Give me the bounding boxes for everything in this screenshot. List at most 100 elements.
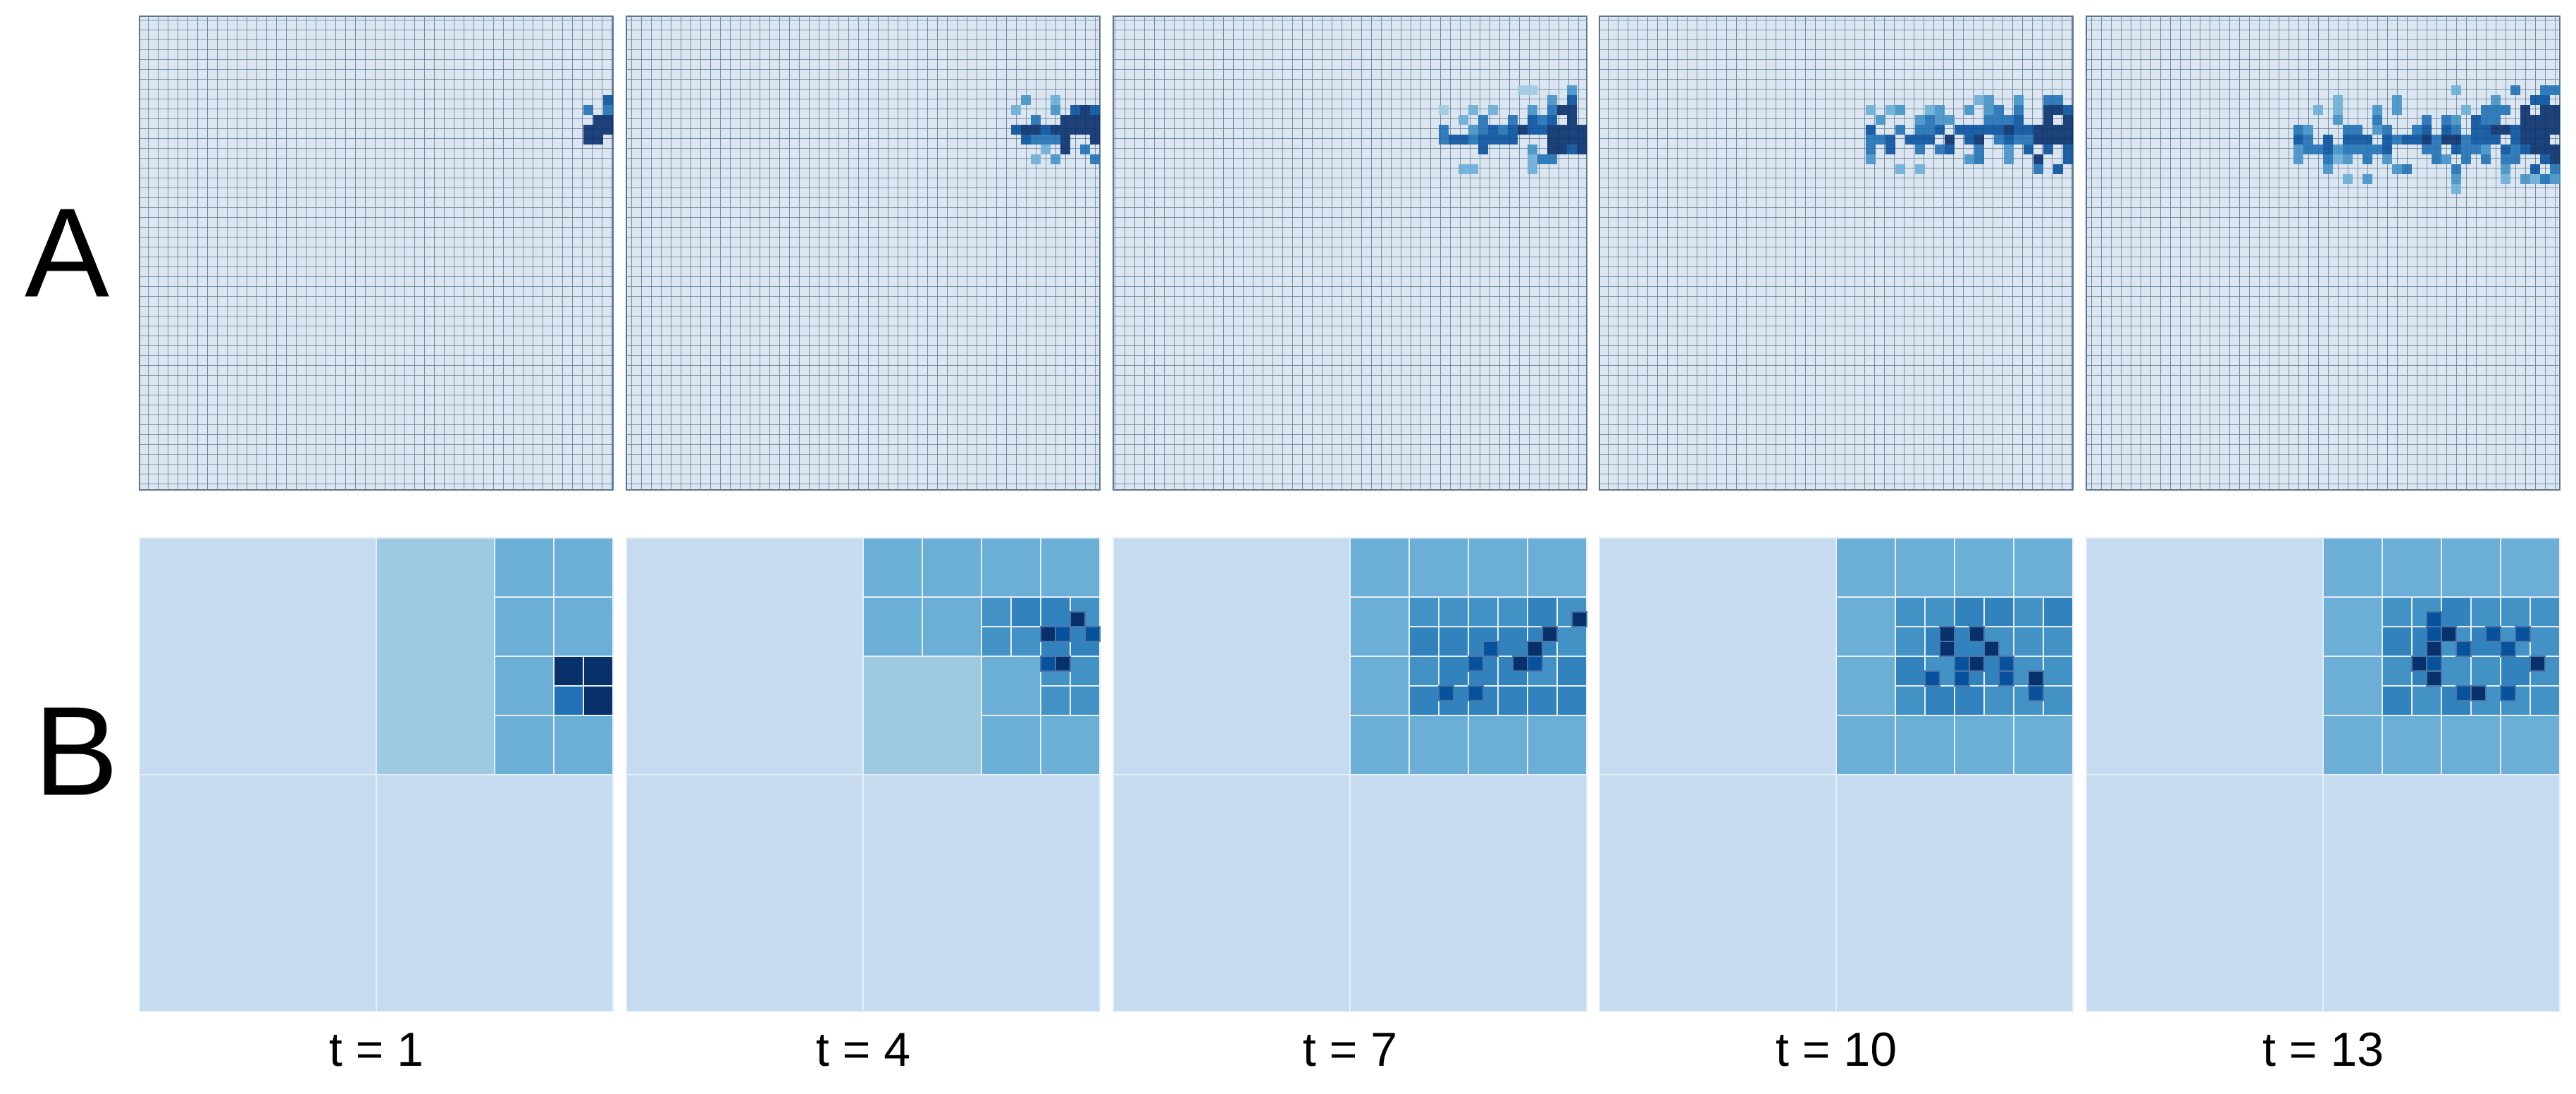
active-cell xyxy=(1984,95,1994,105)
mesh-cell xyxy=(1939,641,1955,657)
active-cell xyxy=(583,105,593,115)
active-cell xyxy=(2550,145,2560,154)
mesh-cell xyxy=(1408,685,1439,716)
mesh-cell xyxy=(2086,537,2324,775)
active-cell xyxy=(1866,154,1876,164)
mesh-cell xyxy=(1527,641,1543,657)
active-cell xyxy=(2530,115,2540,125)
mesh-cell xyxy=(2500,685,2516,701)
mesh-cell xyxy=(2426,611,2442,627)
active-cell xyxy=(2501,125,2510,135)
active-cell xyxy=(1935,145,1945,154)
mesh-cell xyxy=(1556,626,1587,657)
active-cell xyxy=(1567,95,1577,105)
active-cell xyxy=(1070,115,1080,125)
active-cell xyxy=(2392,95,2402,105)
active-cell xyxy=(2491,135,2501,145)
mesh-cell xyxy=(1895,715,1955,775)
active-cell xyxy=(1090,135,1100,145)
active-cell xyxy=(1070,125,1080,135)
mesh-cell xyxy=(1497,596,1528,627)
active-cell xyxy=(2540,115,2550,125)
active-cell xyxy=(1439,105,1449,115)
active-cell xyxy=(1488,125,1498,135)
active-cell xyxy=(2014,105,2024,115)
mesh-panel xyxy=(139,537,614,1012)
active-cell xyxy=(2550,115,2560,125)
active-cell xyxy=(2540,154,2550,164)
mesh-cell xyxy=(1349,656,1410,716)
mesh-cell xyxy=(1010,596,1041,627)
active-cell xyxy=(2343,154,2353,164)
active-cell xyxy=(2530,135,2540,145)
mesh-cell xyxy=(1983,641,2000,657)
mesh-cell xyxy=(1349,537,1410,598)
grid-panel xyxy=(2086,16,2560,491)
mesh-cell xyxy=(2043,656,2074,687)
mesh-cell xyxy=(2426,626,2442,642)
active-cell xyxy=(2402,164,2412,174)
mesh-cell xyxy=(1954,715,2014,775)
active-cell xyxy=(2451,164,2461,174)
active-cell xyxy=(2481,125,2491,135)
active-cell xyxy=(2481,135,2491,145)
active-cell xyxy=(2481,115,2491,125)
mesh-cell xyxy=(862,537,923,598)
active-cell xyxy=(2491,115,2501,125)
mesh-cell xyxy=(2529,685,2560,716)
mesh-cell xyxy=(1895,656,1926,687)
mesh-cell xyxy=(2322,774,2560,1012)
active-cell xyxy=(1459,115,1468,125)
active-cell xyxy=(2392,164,2402,174)
mesh-cell xyxy=(2441,596,2472,627)
active-cell xyxy=(1021,95,1031,105)
active-cell xyxy=(1528,154,1537,164)
active-cell xyxy=(2510,154,2520,164)
mesh-cell xyxy=(2322,715,2383,775)
active-cell xyxy=(1478,115,1488,125)
mesh-cell xyxy=(1954,596,1985,627)
mesh-cell xyxy=(583,656,614,687)
active-cell xyxy=(1955,125,1964,135)
mesh-cell xyxy=(2028,685,2044,701)
active-cell xyxy=(1537,115,1547,125)
active-cell xyxy=(2004,125,2014,135)
mesh-cell xyxy=(1040,537,1101,598)
grid-panel xyxy=(626,16,1101,491)
mesh-cell xyxy=(494,596,555,657)
active-cell xyxy=(1567,115,1577,125)
active-cell xyxy=(2392,105,2402,115)
mesh-cell xyxy=(1040,626,1056,642)
active-cell xyxy=(1090,154,1100,164)
active-cell xyxy=(1885,105,1895,115)
active-cell xyxy=(1478,125,1488,135)
active-cell xyxy=(2382,135,2392,145)
mesh-cell xyxy=(2441,715,2501,775)
mesh-cell xyxy=(1835,537,1896,598)
active-cell xyxy=(593,125,603,135)
active-cell xyxy=(2004,154,2014,164)
active-cell xyxy=(2530,145,2540,154)
active-cell xyxy=(1577,125,1587,135)
active-cell xyxy=(2004,115,2014,125)
active-cell xyxy=(2402,135,2412,145)
active-cell xyxy=(2432,135,2441,145)
active-cell xyxy=(2333,145,2343,154)
active-cell xyxy=(1964,154,1974,164)
mesh-cell xyxy=(494,715,555,775)
active-cell xyxy=(1567,145,1577,154)
active-cell xyxy=(2303,145,2313,154)
mesh-cell xyxy=(862,774,1101,1012)
active-cell xyxy=(593,135,603,145)
active-cell xyxy=(2451,125,2461,135)
active-cell xyxy=(1547,145,1557,154)
active-cell xyxy=(2520,125,2530,135)
mesh-cell xyxy=(1542,626,1558,642)
mesh-cell xyxy=(376,774,614,1012)
active-cell xyxy=(2540,135,2550,145)
active-cell xyxy=(2550,164,2560,174)
mesh-cell xyxy=(1954,685,1985,716)
active-cell xyxy=(1915,125,1925,135)
mesh-cell xyxy=(1438,626,1469,657)
mesh-panel xyxy=(626,537,1101,1012)
